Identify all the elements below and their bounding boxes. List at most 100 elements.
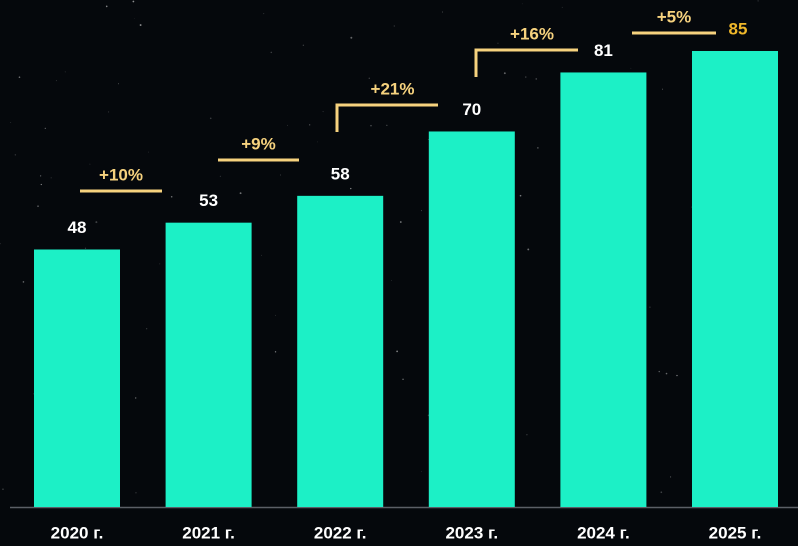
star bbox=[309, 124, 311, 126]
star bbox=[527, 248, 530, 251]
bar bbox=[297, 195, 384, 508]
star bbox=[396, 350, 398, 353]
star bbox=[0, 242, 1, 245]
star bbox=[89, 163, 91, 165]
star bbox=[402, 378, 404, 380]
value-label: 53 bbox=[199, 191, 218, 210]
growth-label: +21% bbox=[371, 79, 415, 98]
star bbox=[561, 6, 563, 8]
x-tick-label: 2021 г. bbox=[182, 523, 235, 542]
star bbox=[421, 471, 422, 472]
bar bbox=[34, 249, 120, 507]
star bbox=[399, 221, 402, 223]
star bbox=[2, 488, 4, 490]
star bbox=[139, 24, 142, 26]
star bbox=[274, 314, 276, 316]
star bbox=[170, 195, 173, 198]
star bbox=[261, 254, 262, 256]
star bbox=[665, 372, 668, 375]
growth-bracket bbox=[335, 103, 438, 132]
star bbox=[658, 370, 660, 373]
star bbox=[18, 76, 21, 79]
star bbox=[146, 328, 148, 330]
star bbox=[10, 122, 12, 124]
growth-label: +10% bbox=[99, 165, 143, 184]
x-tick-label: 2020 г. bbox=[51, 523, 104, 542]
star bbox=[669, 476, 672, 478]
star bbox=[322, 111, 324, 113]
star bbox=[135, 492, 137, 494]
bar bbox=[560, 72, 647, 507]
star bbox=[280, 174, 282, 176]
star bbox=[14, 154, 17, 156]
star bbox=[630, 67, 632, 69]
star bbox=[37, 205, 39, 207]
star bbox=[105, 5, 108, 8]
bar bbox=[428, 131, 515, 507]
star bbox=[368, 77, 370, 79]
star bbox=[441, 11, 444, 13]
x-tick-label: 2023 г. bbox=[445, 523, 498, 542]
star bbox=[537, 147, 539, 149]
star bbox=[84, 247, 87, 249]
x-tick-label: 2025 г. bbox=[709, 523, 762, 542]
x-tick-label: 2024 г. bbox=[577, 523, 630, 542]
star bbox=[302, 44, 305, 46]
bar bbox=[165, 222, 252, 507]
star bbox=[117, 83, 119, 85]
growth-label: +5% bbox=[657, 7, 692, 26]
star bbox=[661, 88, 664, 90]
star bbox=[209, 117, 212, 120]
star bbox=[427, 138, 429, 141]
star bbox=[524, 76, 527, 78]
star bbox=[421, 210, 422, 212]
star bbox=[503, 72, 506, 75]
star bbox=[134, 397, 137, 399]
star bbox=[390, 280, 392, 281]
x-tick-label: 2022 г. bbox=[314, 523, 367, 542]
star bbox=[55, 80, 57, 82]
star bbox=[134, 18, 135, 20]
star bbox=[22, 281, 25, 283]
star bbox=[649, 306, 651, 308]
star bbox=[535, 78, 537, 80]
star bbox=[132, 0, 135, 3]
value-label: 81 bbox=[594, 41, 613, 60]
star bbox=[287, 124, 288, 126]
growth-bracket bbox=[474, 48, 578, 77]
star bbox=[393, 25, 395, 27]
growth-label: +16% bbox=[510, 24, 554, 43]
star bbox=[676, 374, 678, 377]
star bbox=[64, 71, 66, 73]
star bbox=[239, 192, 242, 195]
growth-label: +9% bbox=[241, 134, 276, 153]
star bbox=[526, 434, 528, 436]
star bbox=[40, 183, 42, 186]
star bbox=[159, 263, 161, 265]
star bbox=[81, 225, 84, 228]
star bbox=[350, 36, 353, 39]
star bbox=[523, 37, 526, 39]
star bbox=[40, 175, 42, 177]
star bbox=[219, 175, 221, 177]
star bbox=[274, 351, 277, 353]
value-label: 48 bbox=[68, 218, 87, 237]
star bbox=[497, 42, 499, 44]
star bbox=[757, 0, 759, 2]
star bbox=[148, 151, 150, 153]
star bbox=[519, 194, 522, 197]
star bbox=[270, 51, 273, 54]
star bbox=[263, 13, 265, 15]
star bbox=[370, 124, 372, 127]
star bbox=[660, 491, 663, 494]
star bbox=[316, 141, 318, 143]
star bbox=[50, 177, 52, 179]
value-label: 85 bbox=[729, 19, 748, 38]
star bbox=[107, 111, 110, 113]
star bbox=[350, 187, 352, 190]
star bbox=[44, 127, 46, 130]
value-label: 70 bbox=[462, 100, 481, 119]
